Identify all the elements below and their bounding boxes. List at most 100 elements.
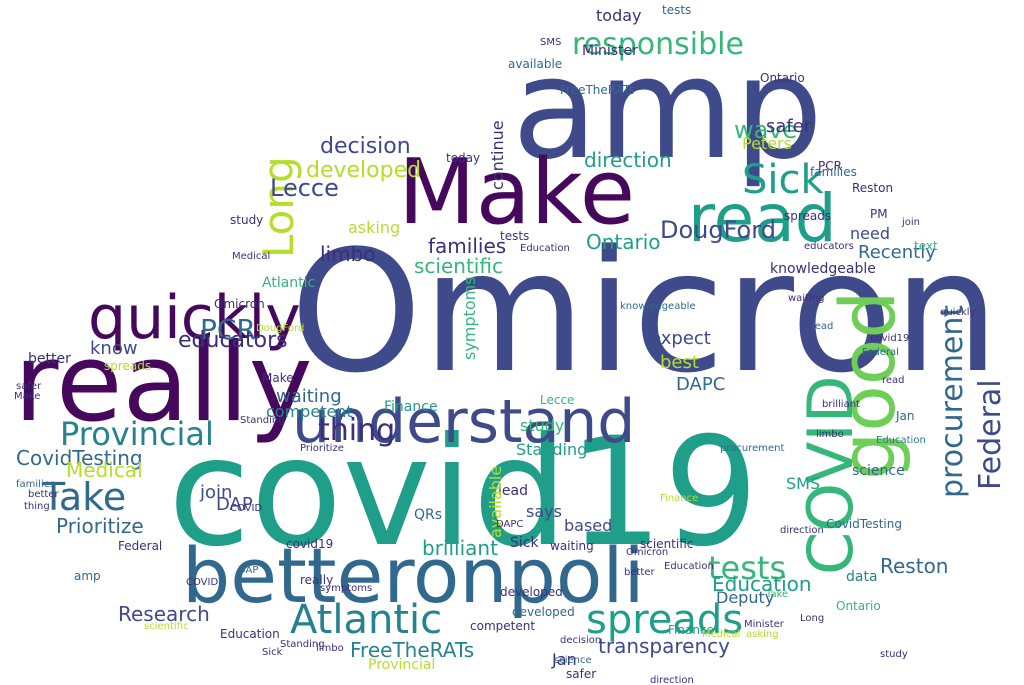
- word-text: text: [914, 239, 938, 253]
- word-filler: Long: [800, 613, 825, 624]
- word-filler: amp: [74, 569, 101, 583]
- word-deputy: Deputy: [716, 588, 775, 607]
- word-dougford: DougFord: [660, 216, 776, 244]
- word-transparency: transparency: [598, 634, 730, 658]
- word-waiting: waiting: [276, 386, 342, 407]
- word-filler: limbo: [816, 429, 844, 440]
- word-filler: educators: [804, 241, 854, 252]
- word-ontario: Ontario: [586, 230, 661, 254]
- word-filler: Prioritize: [300, 443, 344, 454]
- word-expect: expect: [650, 328, 711, 349]
- word-filler: tests: [500, 229, 530, 243]
- word-filler: Omicron: [626, 547, 669, 558]
- word-filler: direction: [780, 525, 824, 536]
- word-atlantic: Atlantic: [290, 597, 443, 643]
- word-minister: Minister: [582, 43, 638, 59]
- word-filler: Education: [220, 627, 280, 641]
- word-quickly: quickly: [88, 283, 301, 353]
- word-filler: families: [810, 165, 857, 179]
- word-filler: thing: [24, 501, 50, 512]
- word-better: better: [28, 351, 71, 367]
- word-filler: Federal: [862, 347, 899, 358]
- word-filler: DAP: [238, 565, 259, 576]
- word-filler: really: [300, 573, 334, 587]
- word-filler: Ontario: [760, 71, 805, 85]
- word-filler: Sick: [262, 647, 283, 658]
- word-filler: PCR: [818, 159, 842, 173]
- word-jan: Jan: [552, 650, 577, 669]
- word-take: Take: [42, 475, 127, 519]
- word-filler: Education: [520, 243, 570, 254]
- word-filler: safer: [566, 667, 597, 681]
- word-families: families: [428, 234, 507, 258]
- word-filler: better: [28, 489, 59, 500]
- word-filler: FreeTheRATs: [560, 83, 635, 97]
- word-scientific: scientific: [414, 254, 503, 278]
- word-filler: Make: [14, 391, 41, 402]
- word-developed: developed: [306, 158, 422, 183]
- word-read: read: [688, 180, 837, 257]
- word-filler: Standing: [280, 639, 325, 650]
- word-wave: wave: [734, 116, 798, 144]
- word-filler: Provincial: [368, 657, 436, 673]
- word-filler: available: [508, 57, 563, 71]
- word-understand: understand: [292, 387, 636, 457]
- word-filler: families: [16, 479, 56, 490]
- word-filler: DougFord: [256, 323, 305, 334]
- word-filler: Sick: [510, 535, 539, 551]
- word-covid19: covid19: [168, 406, 759, 580]
- word-filler: Atlantic: [262, 275, 316, 291]
- word-filler: Make: [262, 371, 294, 385]
- word-filler: Ontario: [836, 599, 881, 613]
- word-filler: waiting: [788, 293, 825, 304]
- word-filler: study: [230, 213, 264, 227]
- word-dapc: DAPC: [676, 374, 726, 395]
- word-filler: today: [446, 151, 481, 165]
- word-filler: Reston: [852, 181, 894, 195]
- word-educators: educators: [178, 328, 288, 353]
- word-filler: spreads: [784, 209, 832, 223]
- word-procurement: procurement: [935, 304, 970, 498]
- word-filler: CovidTesting: [826, 517, 902, 531]
- word-filler: COVID: [230, 503, 263, 514]
- word-know: know: [90, 338, 138, 359]
- word-filler: procurement: [720, 443, 785, 454]
- word-filler: safer: [16, 381, 42, 392]
- word-filler: knowledgeable: [620, 301, 696, 312]
- word-filler: Finance: [660, 493, 699, 504]
- word-make: Make: [398, 140, 636, 245]
- word-filler: Education: [876, 435, 926, 446]
- word-covidtesting: CovidTesting: [16, 446, 143, 470]
- word-freetherats: FreeTheRATs: [350, 638, 475, 662]
- word-finance: Finance: [384, 399, 438, 415]
- word-filler: asking: [746, 629, 779, 640]
- word-based: based: [564, 516, 613, 535]
- word-lecce: Lecce: [270, 174, 339, 202]
- word-sms: SMS: [786, 474, 821, 493]
- word-best: best: [660, 352, 699, 373]
- word-filler: covid19: [286, 537, 334, 551]
- word-filler: Jan: [896, 409, 915, 423]
- word-today: today: [596, 6, 642, 25]
- word-qrs: QRs: [414, 507, 443, 523]
- word-recently: Recently: [858, 242, 936, 263]
- word-filler: decision: [560, 635, 602, 646]
- word-symptoms: symptoms: [460, 276, 479, 360]
- word-filler: tests: [662, 3, 692, 17]
- word-thing: thing: [318, 413, 396, 448]
- word-sick: Sick: [742, 157, 824, 203]
- word-lead: lead: [498, 483, 528, 499]
- word-decision: decision: [320, 134, 411, 159]
- word-pm: PM: [870, 207, 888, 221]
- word-filler: join: [902, 217, 921, 228]
- word-responsible: responsible: [572, 27, 744, 62]
- word-filler: symptoms: [320, 583, 373, 594]
- word-federal: Federal: [973, 379, 1008, 490]
- word-filler: scientific: [144, 621, 189, 632]
- word-filler: waiting: [550, 539, 594, 553]
- word-data: data: [846, 569, 878, 585]
- word-betteronpoli: betteronpoli: [182, 531, 645, 620]
- word-long: Long: [254, 156, 303, 258]
- word-filler: scientific: [640, 537, 694, 551]
